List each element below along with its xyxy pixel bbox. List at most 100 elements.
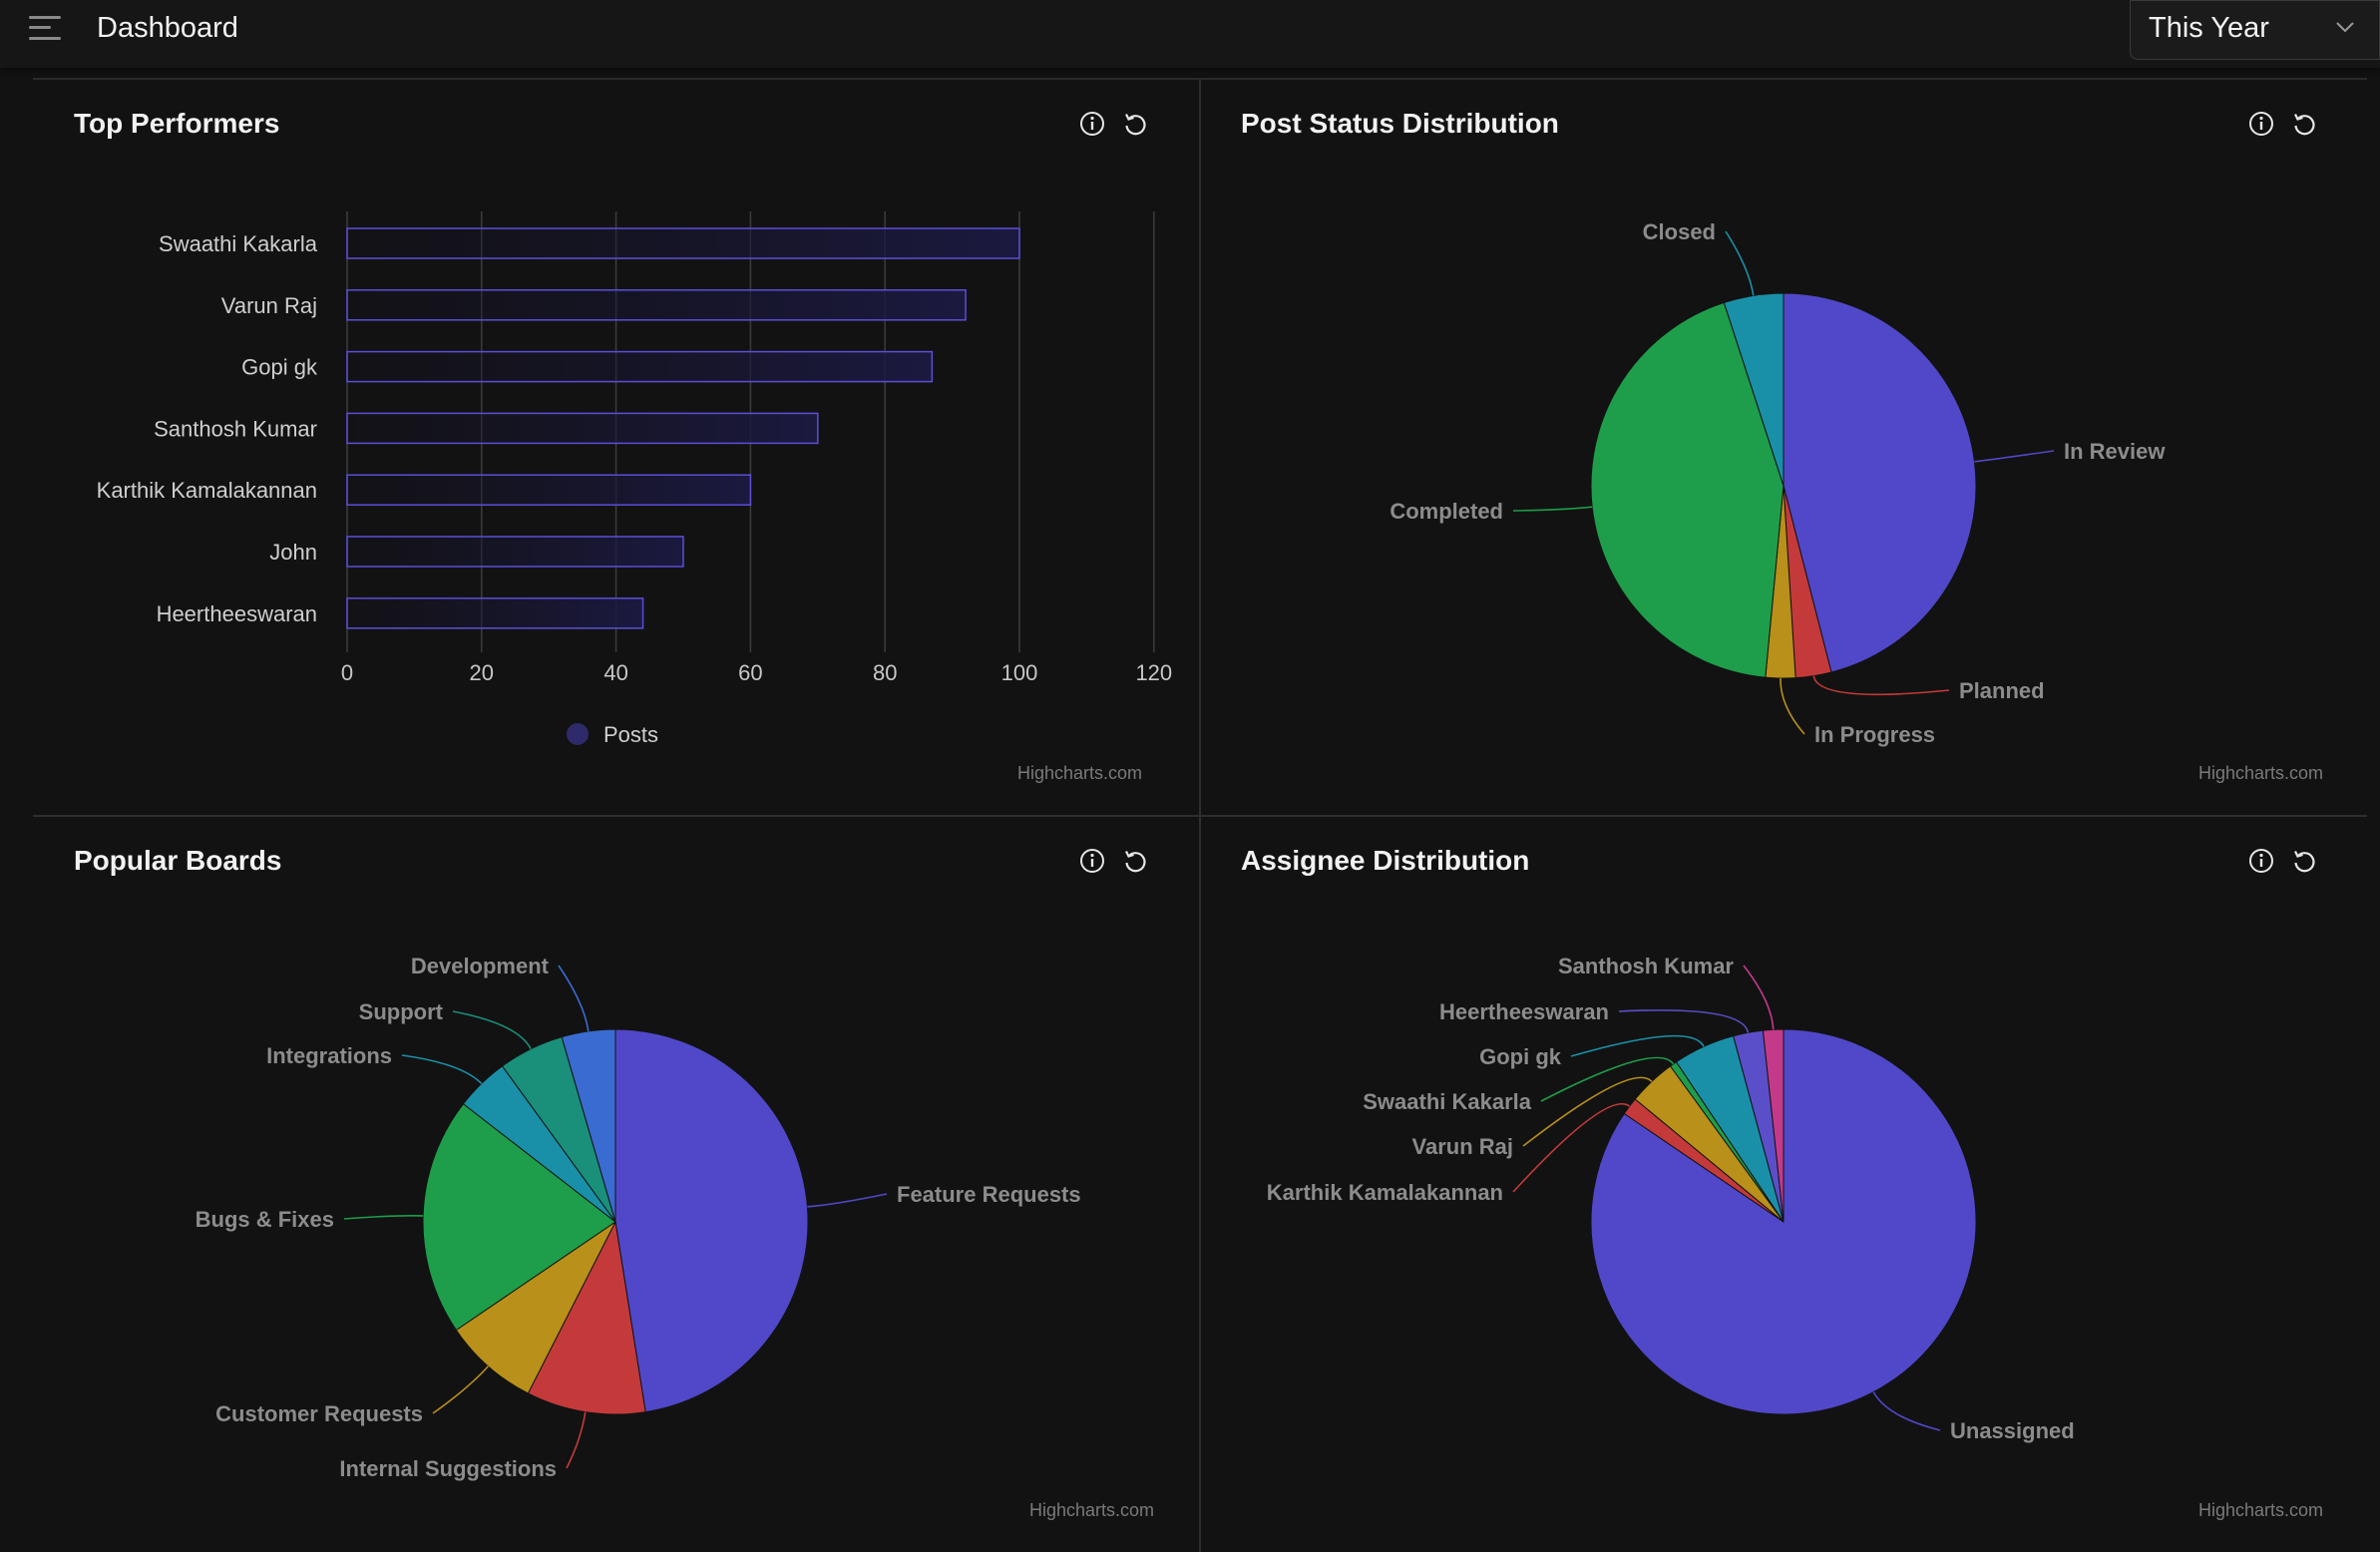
- divider: [1199, 78, 1201, 1552]
- bar[interactable]: [346, 597, 644, 629]
- info-icon[interactable]: [2246, 109, 2276, 139]
- panel-title: Assignee Distribution: [1241, 845, 1530, 876]
- slice-label: Internal Suggestions: [339, 1456, 557, 1481]
- x-tick-label: 40: [603, 660, 627, 685]
- pie-slice[interactable]: [527, 1220, 646, 1415]
- label-connector: [1743, 965, 1775, 1030]
- pie-slice[interactable]: [455, 1221, 616, 1394]
- panel-actions: [2246, 109, 2326, 141]
- slice-label: Unassigned: [1950, 1418, 2075, 1443]
- pie-slice[interactable]: [614, 1028, 809, 1413]
- bar[interactable]: [346, 536, 684, 568]
- category-label: Heertheeswaran: [157, 601, 317, 626]
- pie-slice[interactable]: [561, 1028, 616, 1223]
- top-bar: Dashboard This Year: [0, 0, 2380, 68]
- chevron-down-icon: [2336, 22, 2354, 33]
- category-label: Karthik Kamalakannan: [97, 478, 317, 503]
- pie-slice[interactable]: [1783, 292, 1977, 673]
- slice-label: Karthik Kamalakannan: [1267, 1180, 1503, 1205]
- reset-icon[interactable]: [1120, 109, 1150, 139]
- panel-actions: [1077, 109, 1157, 141]
- panel-title: Post Status Distribution: [1241, 108, 1559, 139]
- category-label: Varun Raj: [221, 293, 317, 318]
- panel-actions: [1077, 846, 1157, 878]
- slice-label: Bugs & Fixes: [196, 1207, 334, 1232]
- slice-label: Varun Raj: [1412, 1134, 1513, 1159]
- pie-slice[interactable]: [1590, 301, 1785, 678]
- x-tick-label: 20: [470, 660, 494, 685]
- reset-icon[interactable]: [1120, 846, 1150, 876]
- divider: [1201, 815, 2367, 817]
- legend-marker[interactable]: [567, 723, 589, 745]
- label-connector: [1522, 1076, 1653, 1147]
- slice-label: Feature Requests: [897, 1182, 1081, 1207]
- info-icon[interactable]: [1077, 109, 1107, 139]
- panel-actions: [2246, 846, 2326, 878]
- legend-item[interactable]: Posts: [603, 722, 658, 747]
- label-connector: [432, 1365, 489, 1414]
- highcharts-credit[interactable]: Highcharts.com: [2198, 763, 2324, 783]
- x-tick-label: 120: [1135, 660, 1172, 685]
- label-connector: [1570, 1034, 1705, 1057]
- label-connector: [1725, 230, 1755, 296]
- label-connector: [1540, 1056, 1675, 1102]
- x-tick-label: 100: [1001, 660, 1038, 685]
- category-label: Gopi gk: [241, 355, 318, 380]
- panel-title: Top Performers: [74, 108, 280, 139]
- slice-label: Swaathi Kakarla: [1363, 1089, 1532, 1114]
- label-connector: [343, 1214, 424, 1220]
- reset-icon[interactable]: [2289, 109, 2319, 139]
- slice-label: In Progress: [1814, 722, 1935, 747]
- label-connector: [1872, 1391, 1941, 1431]
- pie-slice[interactable]: [422, 1103, 616, 1332]
- slice-label: Completed: [1389, 499, 1503, 524]
- period-select-value: This Year: [2149, 12, 2269, 44]
- reset-icon[interactable]: [2289, 846, 2319, 876]
- top-performers-chart: 0 20 40 60 80 100 120 Swaathi Kakarla Varun Raj G…: [97, 211, 1172, 747]
- label-connector: [1780, 677, 1805, 735]
- bar[interactable]: [346, 289, 967, 321]
- slice-label: Planned: [1959, 678, 2045, 703]
- label-connector: [807, 1193, 888, 1208]
- bar[interactable]: [346, 474, 752, 506]
- label-connector: [558, 965, 590, 1032]
- pie-slice[interactable]: [1723, 292, 1785, 487]
- panel-title: Popular Boards: [74, 845, 282, 876]
- label-connector: [1812, 675, 1950, 696]
- highcharts-credit[interactable]: Highcharts.com: [2198, 1500, 2324, 1520]
- bar[interactable]: [346, 350, 934, 383]
- highcharts-credit[interactable]: Highcharts.com: [1029, 1500, 1155, 1520]
- label-connector: [1512, 506, 1593, 512]
- page-title: Dashboard: [97, 12, 238, 44]
- highcharts-credit[interactable]: Highcharts.com: [1017, 763, 1143, 783]
- label-connector: [401, 1054, 483, 1084]
- label-connector: [452, 1010, 532, 1050]
- slice-label: Santhosh Kumar: [1558, 954, 1734, 978]
- label-connector: [1974, 450, 2055, 463]
- bar[interactable]: [346, 227, 1020, 259]
- pie-slice[interactable]: [1590, 1028, 1977, 1415]
- label-connector: [566, 1411, 587, 1469]
- category-label: Santhosh Kumar: [154, 416, 317, 441]
- bar[interactable]: [346, 412, 819, 445]
- slice-label: Support: [359, 999, 444, 1024]
- info-icon[interactable]: [1077, 846, 1107, 876]
- slice-label: Closed: [1643, 219, 1716, 244]
- slice-label: Development: [411, 954, 550, 978]
- x-tick-label: 60: [738, 660, 762, 685]
- slice-label: Customer Requests: [215, 1401, 423, 1426]
- divider: [33, 815, 1199, 817]
- label-connector: [1618, 1009, 1750, 1033]
- hamburger-menu-icon[interactable]: [29, 14, 61, 44]
- slice-label: Integrations: [266, 1043, 392, 1068]
- x-tick-label: 80: [873, 660, 897, 685]
- category-label: Swaathi Kakarla: [159, 231, 318, 256]
- period-select[interactable]: This Year: [2130, 0, 2380, 60]
- slice-label: In Review: [2064, 439, 2166, 464]
- slice-label: Heertheeswaran: [1439, 999, 1609, 1024]
- slice-label: Gopi gk: [1479, 1044, 1562, 1069]
- category-label: John: [269, 540, 317, 565]
- label-connector: [1512, 1102, 1631, 1193]
- info-icon[interactable]: [2246, 846, 2276, 876]
